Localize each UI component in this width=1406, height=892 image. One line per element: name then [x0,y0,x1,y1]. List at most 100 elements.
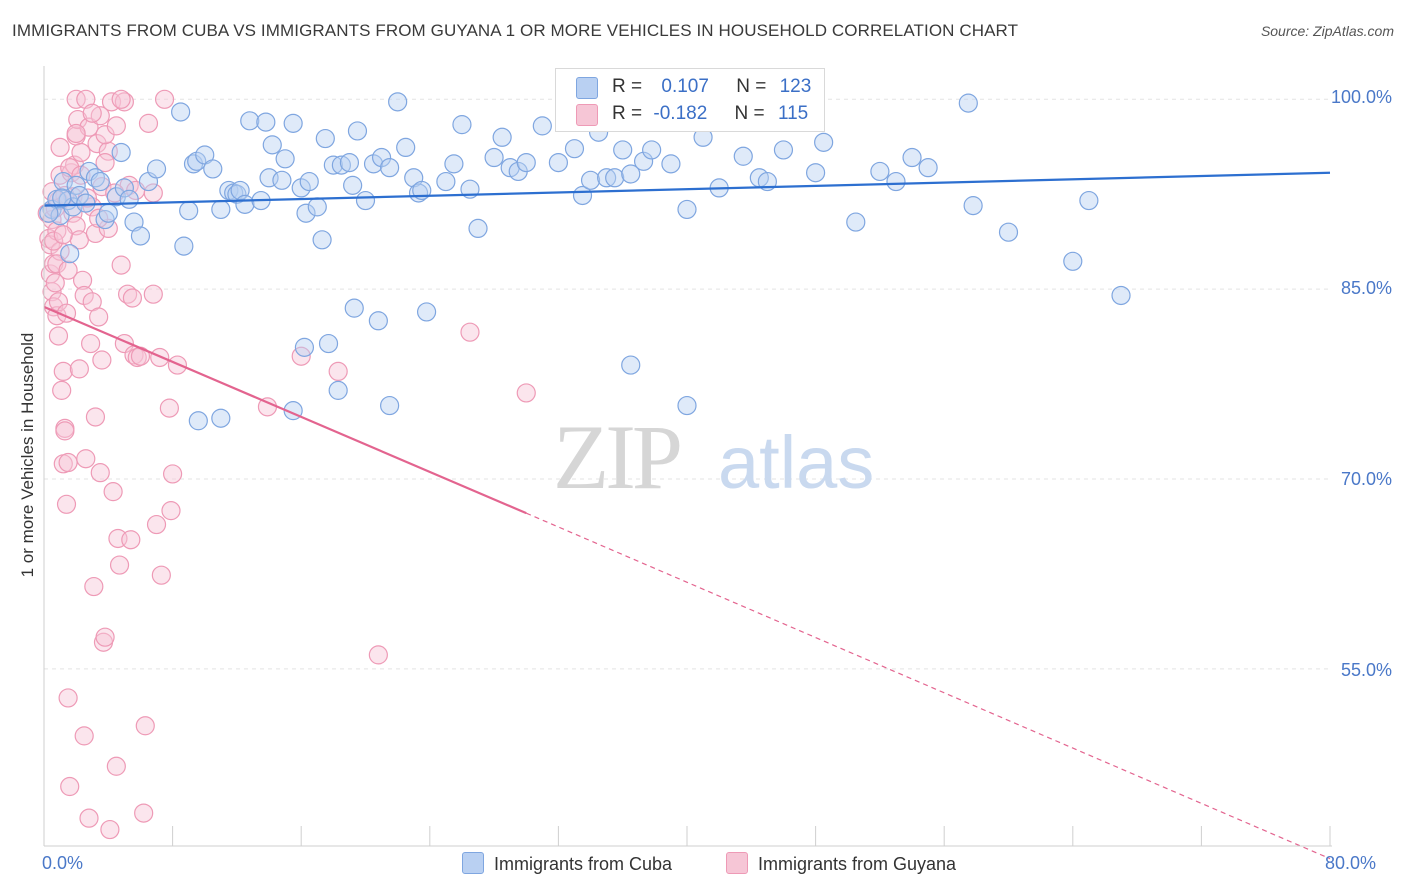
cuba-point [380,395,400,416]
cuba-point [846,212,866,232]
guyana-point [66,89,86,109]
guyana-point [69,359,89,379]
guyana-point [100,819,120,840]
watermark-zip: ZIP [553,406,680,508]
cuba-n-label: N = [736,76,767,97]
guyana-point [109,555,130,575]
cuba-point [76,193,96,213]
guyana-point [79,808,99,828]
guyana-point [81,333,101,354]
y-tick-label-55: 55.0% [1340,660,1392,680]
cuba-point [388,92,408,112]
cuba-point [272,170,292,190]
cuba-point [299,171,319,192]
cuba-point [296,203,316,223]
guyana-n-value: 115 [777,103,809,124]
cuba-point [661,154,681,174]
guyana-point [122,288,143,308]
chart-source: Source: ZipAtlas.com [1260,23,1394,39]
guyana-point [138,113,159,133]
guyana-point [89,208,109,228]
guyana-point [95,152,115,173]
guyana-point [74,726,94,746]
cuba-swatch [576,77,598,99]
axes [43,66,1332,847]
cuba-point [315,128,335,149]
cuba-point [408,183,429,203]
cuba-point [416,302,437,322]
guyana-swatch [576,104,598,126]
guyana-point [58,452,78,473]
guyana-point [72,270,93,290]
cuba-point [886,171,906,192]
guyana-point [151,565,171,585]
x-tick-label-min: 0.0% [42,853,84,873]
guyana-point [60,776,80,797]
cuba-point [918,158,938,178]
cuba-point [53,171,73,192]
cuba-n-value: 123 [779,76,812,97]
guyana-trend-line [43,305,527,515]
guyana-point [161,501,181,521]
guyana-point [48,326,69,346]
cuba-point [902,147,922,168]
stats-legend: R = 0.107 N = 123 R = -0.182 N = 115 [555,68,825,132]
cuba-point [677,199,697,220]
guyana-point [50,137,70,158]
y-tick-label-85: 85.0% [1340,278,1392,298]
guyana-point [84,576,104,597]
guyana-point [114,92,134,112]
cuba-point [492,127,512,147]
cuba-point [633,151,654,171]
y-axis-title: 1 or more Vehicles in Household [18,332,37,578]
cuba-point [621,355,641,375]
watermark: ZIP atlas [553,406,874,508]
cuba-point [642,140,662,160]
guyana-point [53,361,73,382]
guyana-point [368,645,388,665]
guyana-point [85,407,106,427]
cuba-point [548,152,569,173]
trend-lines [43,171,1331,860]
guyana-point [90,463,110,483]
cuba-point [52,188,72,208]
watermark-atlas: atlas [718,421,874,504]
guyana-point [53,225,73,245]
chart-title: IMMIGRANTS FROM CUBA VS IMMIGRANTS FROM … [12,21,1019,40]
guyana-n-label: N = [734,103,765,124]
cuba-point [733,146,753,166]
cuba-point [1079,190,1099,211]
guyana-point [127,347,147,368]
cuba-points [39,92,1131,431]
cuba-point [130,226,151,246]
cuba-point [958,93,978,113]
guyana-point [89,307,109,327]
guyana-point [135,716,155,736]
guyana-legend-label: Immigrants from Guyana [758,854,957,874]
guyana-point [68,109,88,130]
guyana-point [163,464,183,484]
legend-item-cuba[interactable]: Immigrants from Cuba [462,852,672,875]
cuba-point [468,218,488,238]
cuba-point [580,170,601,190]
cuba-point [119,189,139,209]
cuba-point [294,337,315,357]
cuba-point [484,147,504,168]
guyana-point [40,235,61,255]
guyana-point [154,89,175,109]
legend-item-guyana[interactable]: Immigrants from Guyana [726,852,956,875]
cuba-point [211,408,231,428]
guyana-r-label: R = [612,103,643,124]
cuba-point [677,395,697,416]
cuba-point [380,158,400,178]
cuba-point [318,333,339,354]
cuba-point [256,112,276,132]
guyana-point [106,116,126,136]
cuba-point [124,212,144,232]
cuba-point [347,121,368,141]
guyana-point [134,803,154,823]
cuba-point [564,139,585,159]
guyana-point [328,361,348,382]
cuba-point [90,171,110,192]
